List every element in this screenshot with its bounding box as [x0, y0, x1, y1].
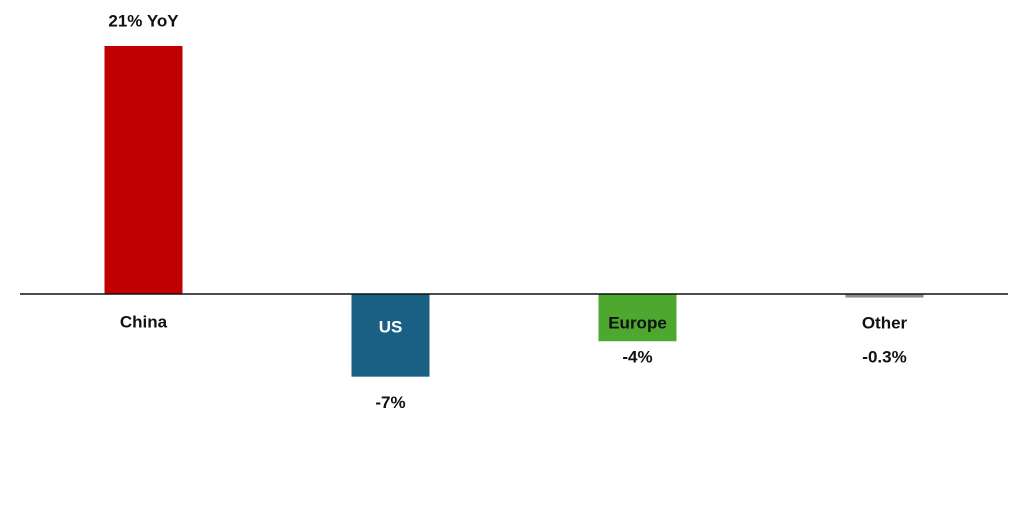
bar: [104, 46, 183, 294]
value-label: -7%: [375, 393, 405, 412]
category-label: China: [120, 312, 168, 331]
value-label: -0.3%: [862, 347, 906, 366]
value-label: 21% YoY: [108, 11, 179, 30]
bar: [598, 294, 677, 342]
category-label: Other: [862, 313, 908, 332]
bar: [351, 294, 430, 377]
category-label: Europe: [608, 313, 667, 332]
category-label: US: [379, 317, 403, 336]
value-label: -4%: [622, 347, 652, 366]
bar: [845, 294, 924, 298]
